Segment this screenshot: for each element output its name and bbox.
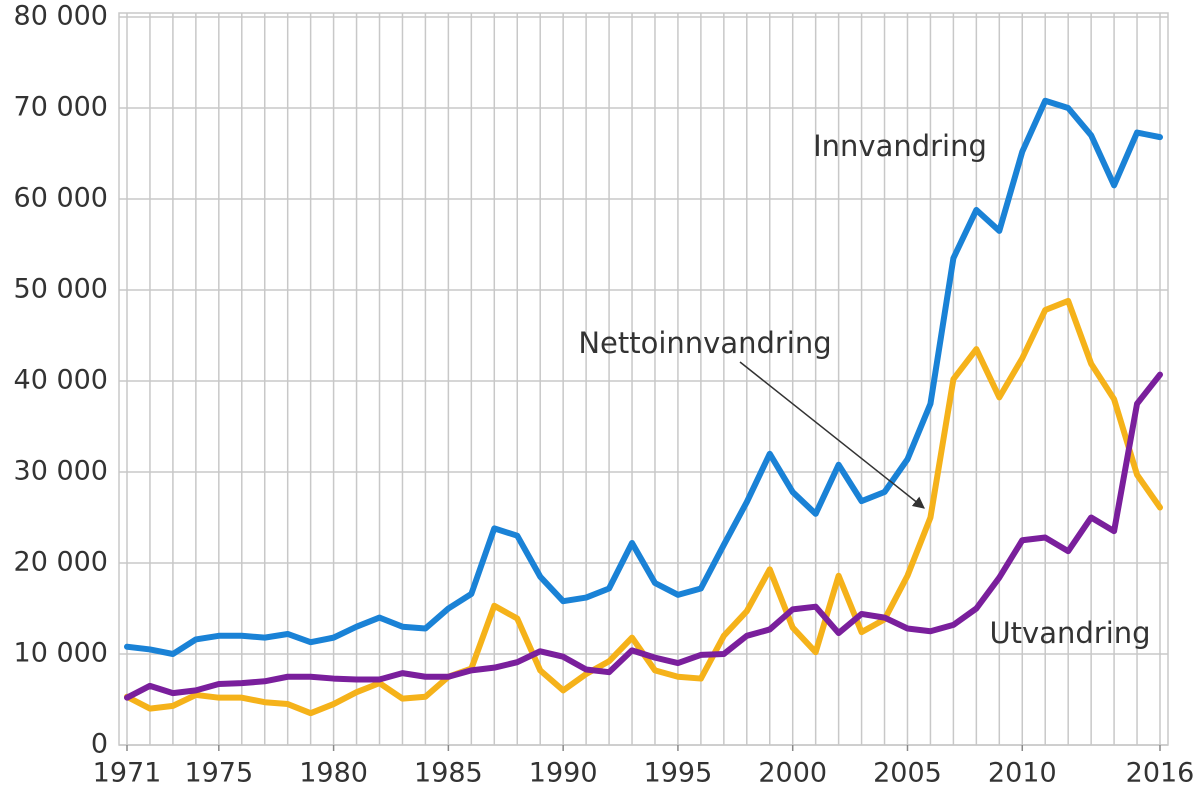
- series-annotation: Innvandring: [813, 129, 987, 163]
- y-tick-label: 70 000: [14, 92, 108, 123]
- y-tick-label: 80 000: [14, 1, 108, 32]
- x-tick-label: 2016: [1126, 758, 1195, 789]
- series-line: [124, 371, 1163, 701]
- x-tick-label: 2000: [758, 758, 827, 789]
- x-tick-label: 1985: [414, 758, 483, 789]
- series-line: [124, 97, 1163, 657]
- y-tick-label: 60 000: [14, 183, 108, 214]
- y-tick-label: 50 000: [14, 274, 108, 305]
- y-tick-label: 30 000: [14, 456, 108, 487]
- y-tick-label: 10 000: [14, 638, 108, 669]
- y-tick-label: 0: [91, 729, 108, 760]
- y-tick-label: 20 000: [14, 547, 108, 578]
- series-annotation: Nettoinnvandring: [578, 326, 831, 360]
- series-annotation: Utvandring: [989, 616, 1150, 650]
- x-tick-label: 1971: [93, 758, 162, 789]
- x-tick-label: 1980: [299, 758, 368, 789]
- annotation-arrow: [739, 361, 925, 509]
- x-tick-label: 1995: [644, 758, 713, 789]
- x-tick-label: 1975: [184, 758, 253, 789]
- x-tick-label: 2010: [988, 758, 1057, 789]
- x-tick-label: 1990: [529, 758, 598, 789]
- x-tick-label: 2005: [873, 758, 942, 789]
- y-tick-label: 40 000: [14, 365, 108, 396]
